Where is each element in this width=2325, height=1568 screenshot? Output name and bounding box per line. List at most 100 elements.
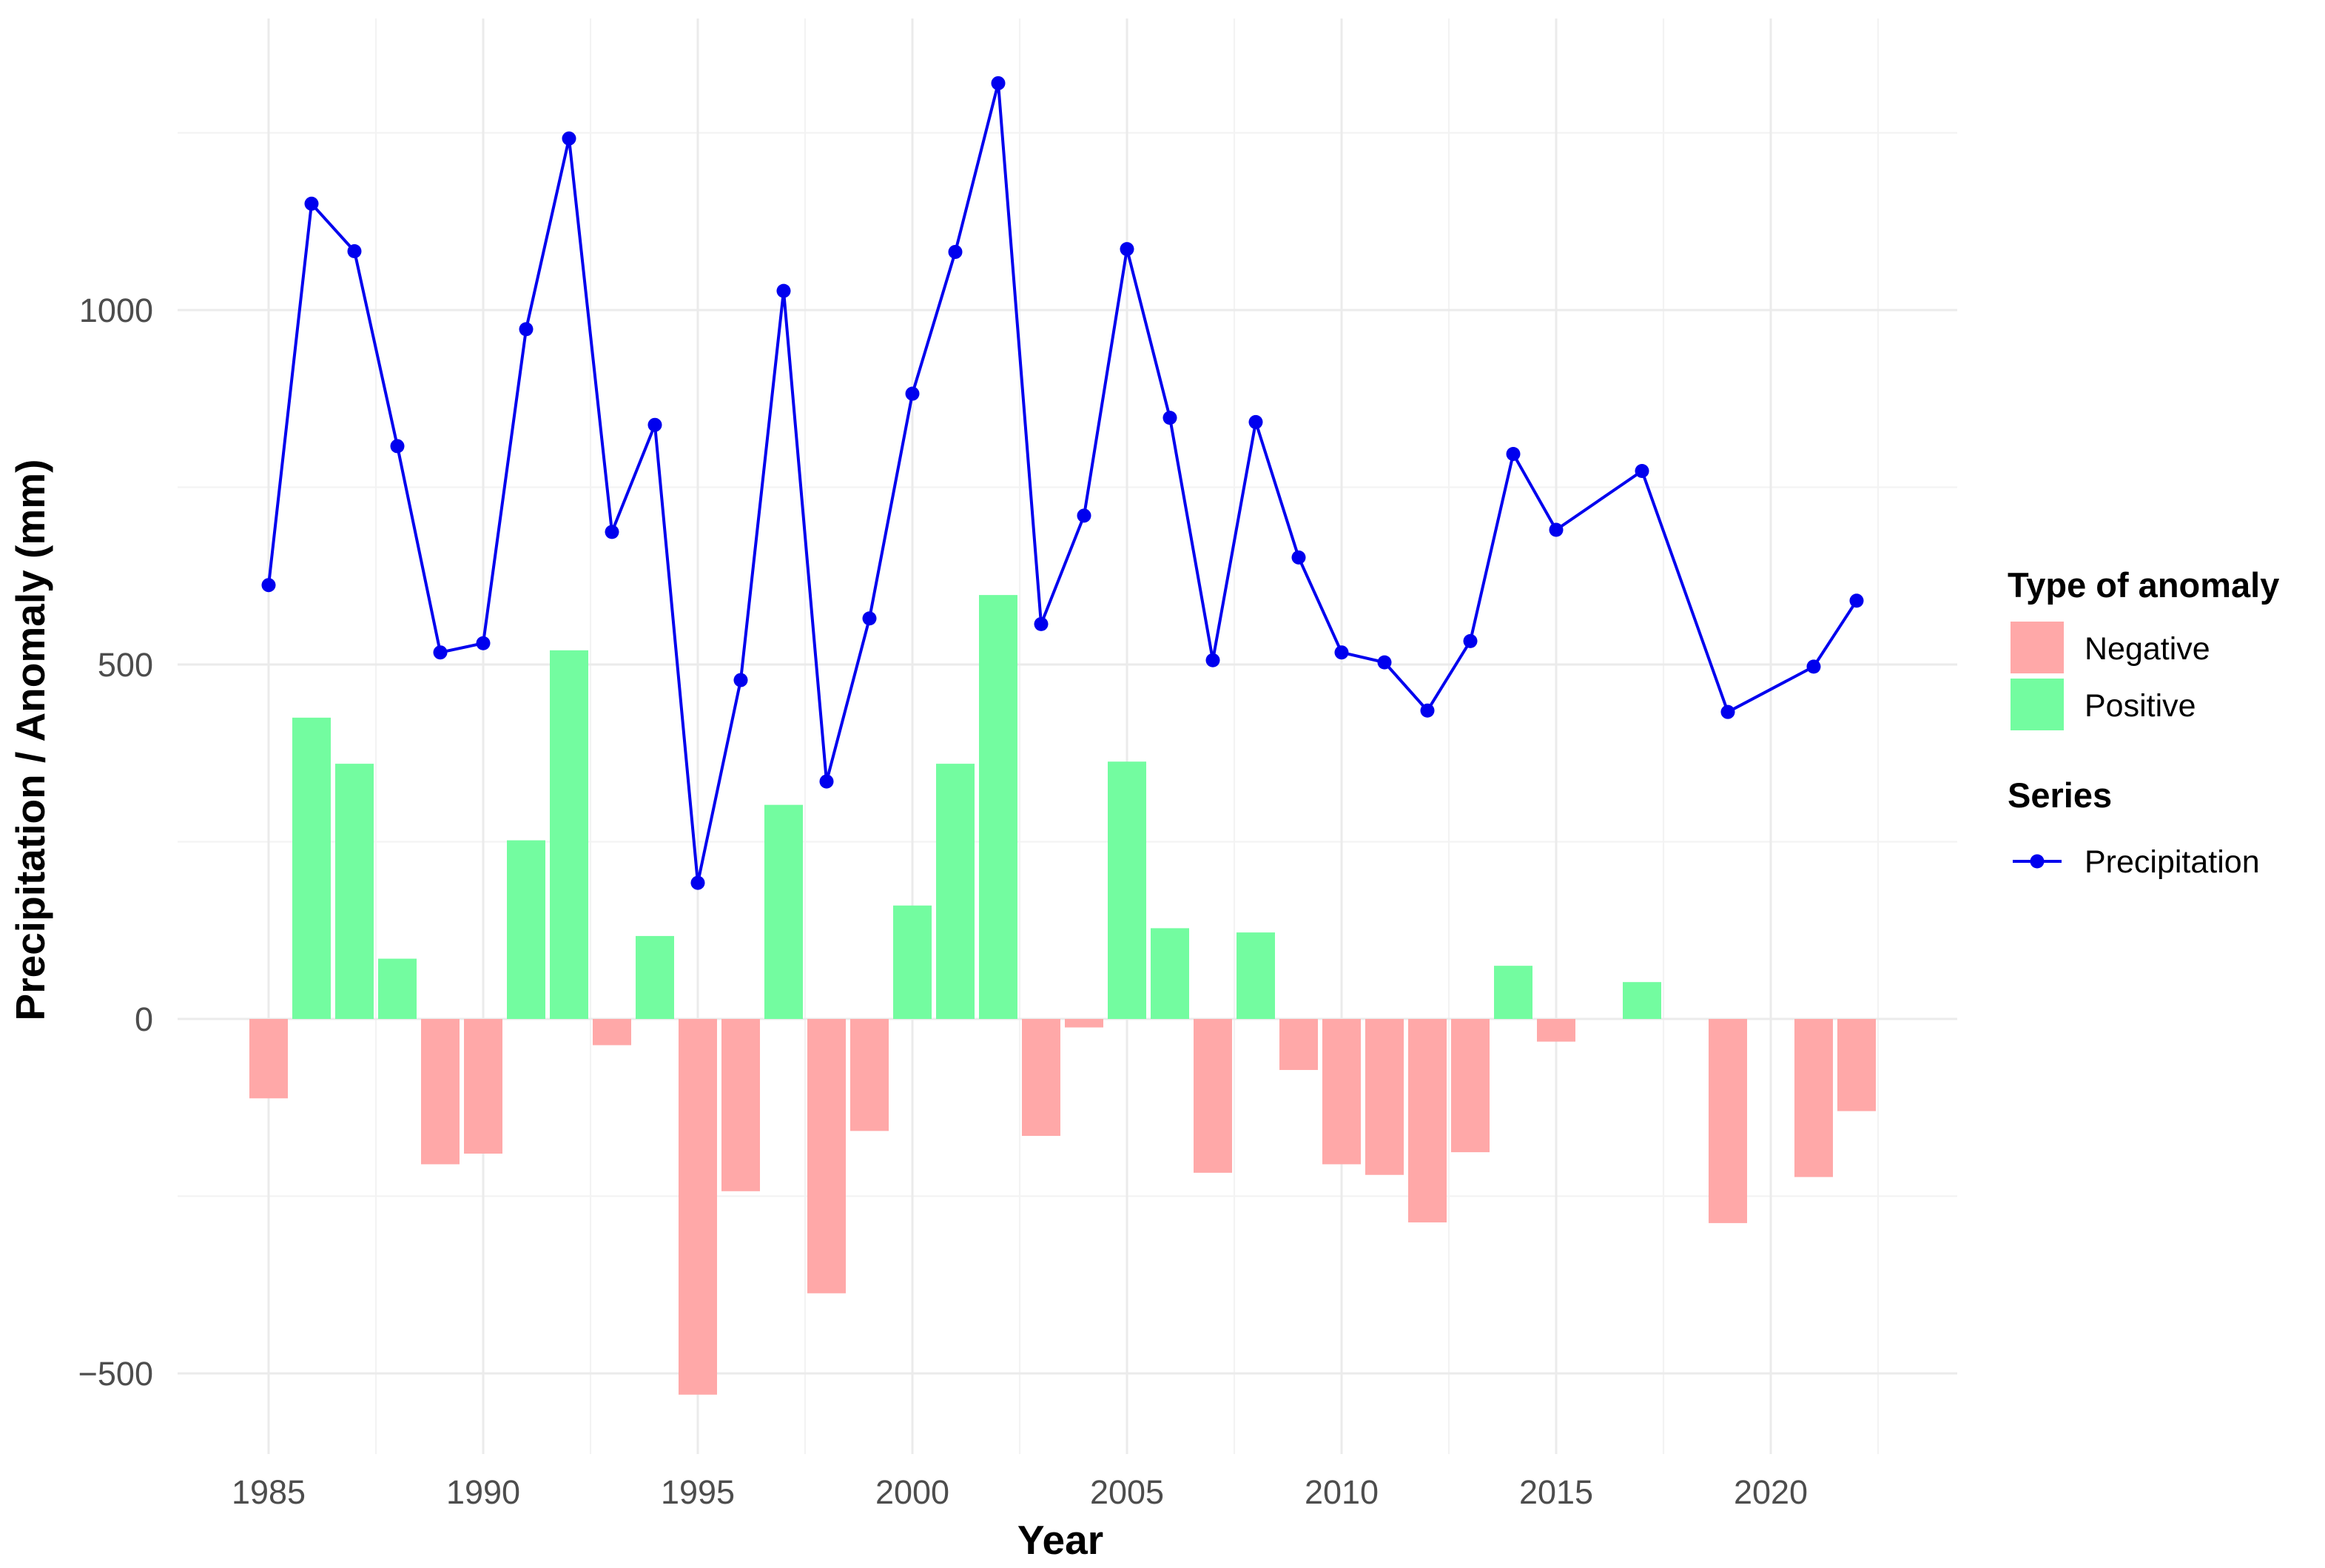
anomaly-bars: [249, 595, 1876, 1395]
precipitation-point: [690, 875, 705, 890]
negative-anomaly-bar: [1279, 1019, 1318, 1070]
positive-anomaly-bar: [1623, 982, 1661, 1019]
precipitation-point: [991, 75, 1006, 90]
precipitation-point: [1463, 633, 1478, 648]
precipitation-point: [819, 774, 834, 789]
negative-anomaly-bar: [1365, 1019, 1404, 1175]
positive-anomaly-bar: [1236, 932, 1275, 1019]
positive-anomaly-bar: [893, 905, 932, 1019]
precipitation-point: [905, 386, 920, 401]
x-tick-label: 2015: [1519, 1473, 1593, 1511]
legend-key-positive: [2011, 679, 2064, 730]
positive-anomaly-bar: [550, 650, 588, 1019]
positive-anomaly-bar: [335, 764, 374, 1019]
negative-anomaly-bar: [1709, 1019, 1747, 1223]
precipitation-point: [261, 578, 276, 593]
x-tick-label: 1990: [446, 1473, 520, 1511]
precipitation-series: [261, 75, 1864, 890]
positive-anomaly-bar: [764, 804, 803, 1019]
precipitation-point: [476, 636, 491, 650]
precipitation-point: [1377, 655, 1392, 670]
negative-anomaly-bar: [1451, 1019, 1490, 1153]
negative-anomaly-bar: [850, 1019, 889, 1131]
precipitation-point: [1162, 411, 1177, 425]
precipitation-point: [1034, 616, 1049, 631]
negative-anomaly-bar: [421, 1019, 460, 1165]
precipitation-point: [733, 673, 748, 687]
negative-anomaly-bar: [249, 1019, 288, 1099]
legend-label: Negative: [2085, 631, 2210, 667]
x-tick-label: 2005: [1090, 1473, 1164, 1511]
precipitation-point: [519, 322, 534, 337]
y-tick-labels: −500 0 500 1000: [78, 292, 153, 1393]
negative-anomaly-bar: [464, 1019, 502, 1154]
precipitation-point: [304, 196, 319, 211]
negative-anomaly-bar: [1194, 1019, 1232, 1173]
precipitation-point: [433, 645, 448, 660]
precipitation-point: [1720, 704, 1735, 719]
positive-anomaly-bar: [979, 595, 1017, 1019]
precipitation-point: [1806, 659, 1821, 674]
y-tick-label: −500: [78, 1355, 153, 1393]
positive-anomaly-bar: [292, 717, 331, 1019]
precipitation-point: [948, 244, 963, 259]
x-tick-label: 2000: [875, 1473, 949, 1511]
legend-label: Precipitation: [2085, 844, 2260, 880]
precipitation-point: [1248, 414, 1263, 429]
positive-anomaly-bar: [1108, 761, 1146, 1019]
positive-anomaly-bar: [1494, 966, 1532, 1019]
y-tick-label: 1000: [79, 292, 153, 329]
precipitation-point: [390, 439, 405, 454]
precipitation-point: [605, 525, 619, 539]
negative-anomaly-bar: [721, 1019, 760, 1191]
negative-anomaly-bar: [1408, 1019, 1447, 1222]
precipitation-point: [1334, 645, 1349, 660]
positive-anomaly-bar: [1151, 928, 1189, 1019]
y-tick-label: 500: [98, 646, 153, 684]
y-tick-label: 0: [135, 1000, 153, 1038]
grid-minor: [178, 18, 1957, 1454]
legend-key-negative: [2011, 622, 2064, 673]
negative-anomaly-bar: [1537, 1019, 1575, 1042]
precipitation-point: [1291, 550, 1306, 565]
precipitation-point: [1205, 653, 1220, 667]
precipitation-point: [1506, 446, 1521, 461]
positive-anomaly-bar: [636, 935, 674, 1019]
x-tick-label: 2010: [1305, 1473, 1379, 1511]
precipitation-point: [1635, 463, 1649, 478]
precipitation-point: [1120, 242, 1134, 257]
negative-anomaly-bar: [1065, 1019, 1103, 1028]
legend: Type of anomaly Negative Positive Series Pre…: [2008, 565, 2279, 880]
x-tick-label: 1995: [661, 1473, 735, 1511]
x-tick-label: 2020: [1734, 1473, 1808, 1511]
legend-key-point: [2030, 854, 2045, 869]
legend-label: Positive: [2085, 688, 2196, 724]
precipitation-point: [1849, 593, 1864, 608]
negative-anomaly-bar: [593, 1019, 631, 1046]
positive-anomaly-bar: [936, 764, 975, 1019]
negative-anomaly-bar: [1322, 1019, 1361, 1165]
negative-anomaly-bar: [807, 1019, 846, 1293]
positive-anomaly-bar: [378, 958, 417, 1019]
precipitation-point: [1077, 508, 1091, 523]
precipitation-point: [647, 417, 662, 432]
legend-title: Series: [2008, 775, 2112, 815]
precipitation-point: [1549, 522, 1564, 537]
x-axis-title: Year: [1017, 1517, 1103, 1563]
negative-anomaly-bar: [679, 1019, 717, 1395]
y-axis-title: Precipitation / Anomaly (mm): [7, 460, 53, 1021]
negative-anomaly-bar: [1837, 1019, 1876, 1111]
precipitation-point: [347, 243, 362, 258]
x-tick-labels: 1985 1990 1995 2000 2005 2010 2015 2020: [232, 1473, 1808, 1511]
precipitation-point: [1420, 703, 1435, 718]
precipitation-point: [862, 611, 877, 626]
legend-title: Type of anomaly: [2008, 565, 2279, 605]
precipitation-point: [562, 131, 576, 146]
x-tick-label: 1985: [232, 1473, 306, 1511]
negative-anomaly-bar: [1022, 1019, 1060, 1137]
negative-anomaly-bar: [1794, 1019, 1833, 1177]
precipitation-point: [776, 283, 791, 298]
positive-anomaly-bar: [507, 840, 545, 1019]
